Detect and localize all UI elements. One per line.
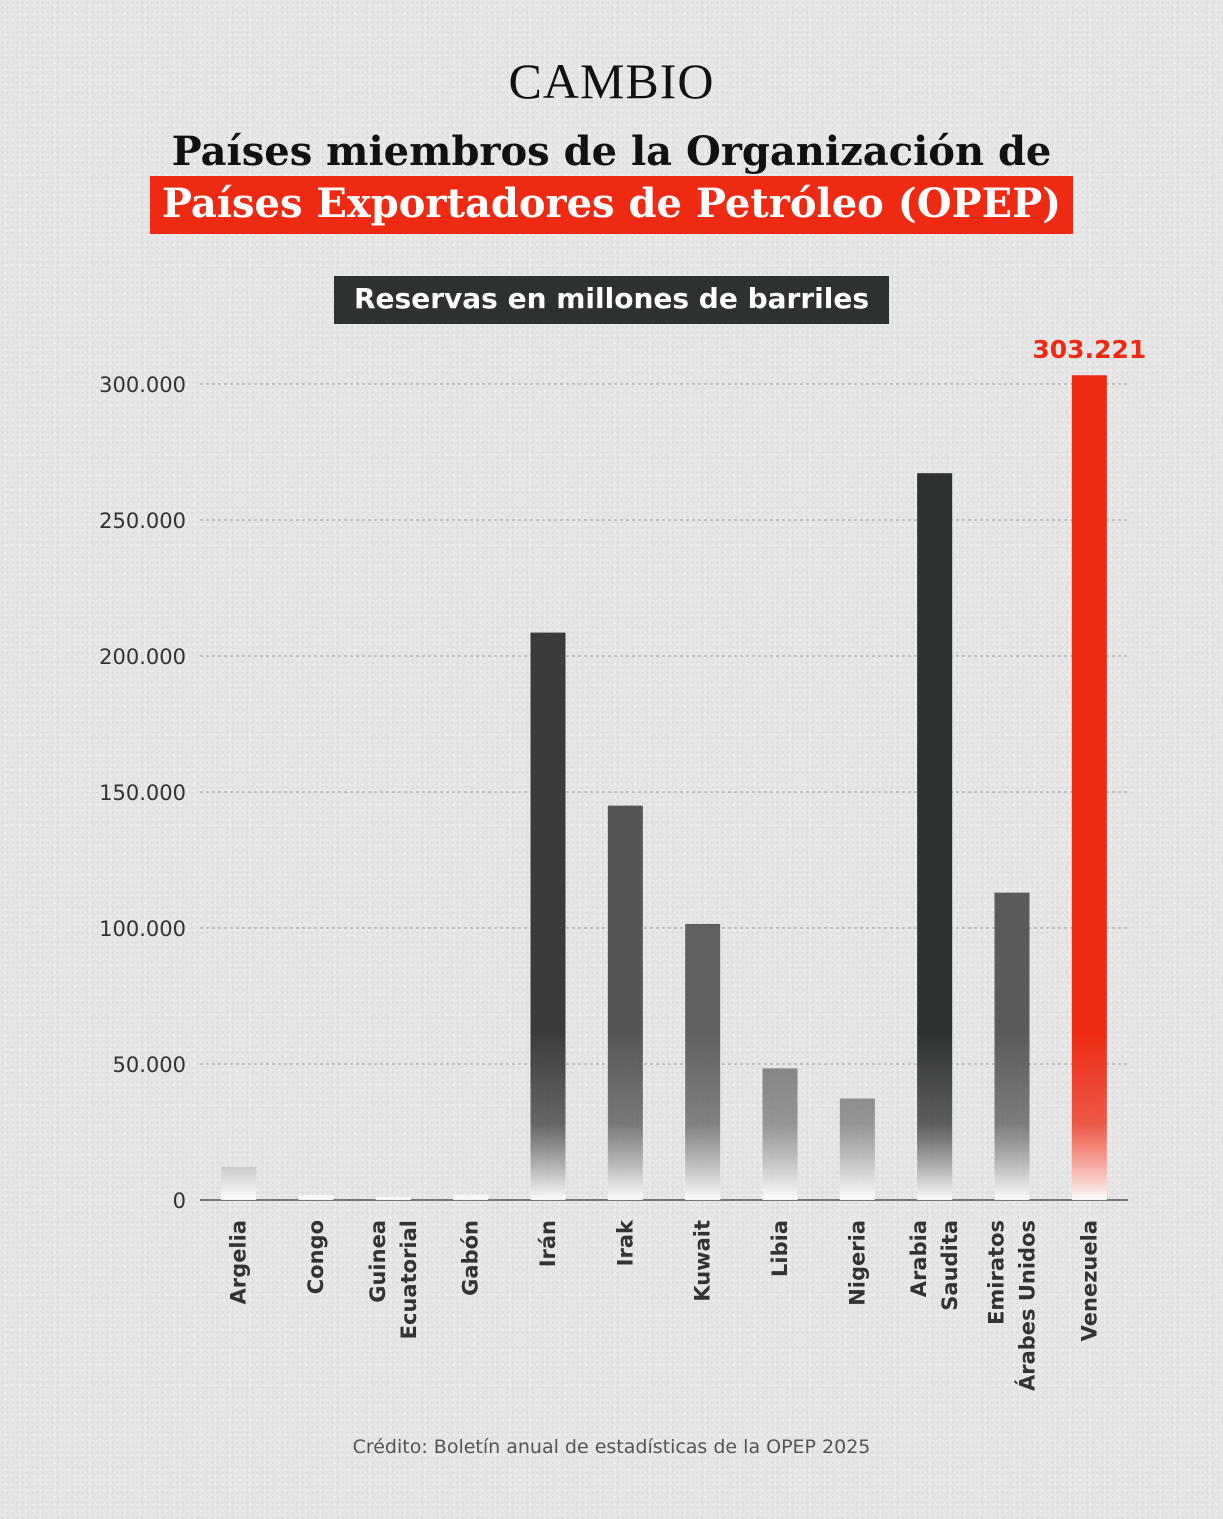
chart-title-line-1: Países miembros de la Organización de — [171, 128, 1052, 175]
y-tick-label: 300.000 — [99, 373, 186, 397]
x-tick-label: Gabón — [459, 1220, 483, 1296]
credit-note: Crédito: Boletín anual de estadísticas d… — [352, 1436, 871, 1458]
bar — [221, 1166, 257, 1200]
bar — [375, 1197, 411, 1200]
x-tick-label: Venezuela — [1077, 1220, 1101, 1341]
chart-subtitle: Reservas en millones de barriles — [334, 276, 889, 324]
bar — [530, 632, 566, 1200]
y-tick-label: 50.000 — [113, 1053, 186, 1077]
chart-title-line-2: Países Exportadores de Petróleo (OPEP) — [149, 176, 1074, 234]
y-tick-label: 150.000 — [99, 781, 186, 805]
bar — [839, 1098, 875, 1200]
bar — [762, 1068, 798, 1200]
x-tick-label: Congo — [304, 1220, 328, 1294]
bar — [298, 1195, 334, 1200]
bar — [607, 805, 643, 1200]
x-tick-label: Nigeria — [845, 1220, 869, 1306]
bar — [994, 892, 1030, 1200]
x-tick-label: Guinea Ecuatorial — [366, 1220, 421, 1339]
data-label: 303.221 — [1032, 335, 1146, 364]
y-tick-label: 250.000 — [99, 509, 186, 533]
x-tick-label: Arabia Saudita — [907, 1220, 962, 1311]
x-tick-label: Irak — [613, 1219, 637, 1266]
chart-subtitle-wrap: Reservas en millones de barriles — [0, 276, 1223, 324]
chart-title-line-2-wrap: Países Exportadores de Petróleo (OPEP) — [0, 176, 1223, 234]
logo: CAMBIO — [508, 53, 715, 109]
x-tick-label: Argelia — [227, 1220, 251, 1304]
bar — [685, 923, 721, 1200]
x-tick-label: Irán — [536, 1220, 560, 1267]
bar — [453, 1194, 489, 1200]
bar — [917, 473, 953, 1200]
x-tick-label: Kuwait — [691, 1220, 715, 1302]
y-tick-label: 100.000 — [99, 917, 186, 941]
y-tick-label: 200.000 — [99, 645, 186, 669]
x-tick-label: Emiratos Árabes Unidos — [985, 1220, 1040, 1391]
y-tick-label: 0 — [173, 1189, 186, 1213]
bar — [1071, 375, 1107, 1200]
x-tick-label: Libia — [768, 1220, 792, 1277]
